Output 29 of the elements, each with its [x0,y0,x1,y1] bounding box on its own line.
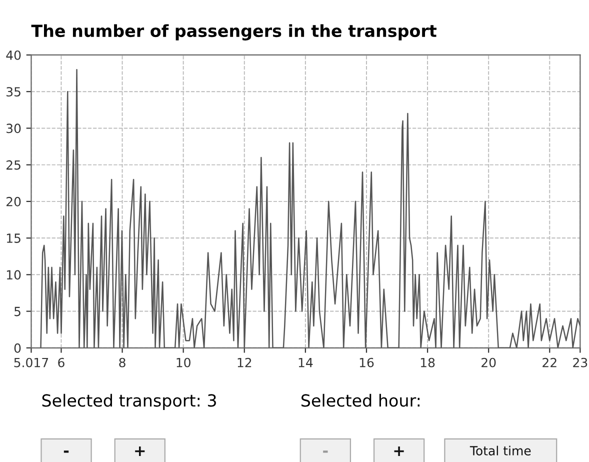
y-tick-label: 15 [6,234,20,243]
y-tick-label: 25 [6,160,20,170]
x-tick-label: 6 [58,358,64,368]
y-tick-label: 40 [6,50,21,60]
x-tick-label: 8 [119,358,126,368]
text: Selected hour: [301,394,420,407]
x-tick-label: 23 [573,358,588,368]
y-tick-label: 20 [6,196,21,206]
text: + [394,446,404,456]
x-tick-label: 20 [482,358,496,368]
x-tick-label: 16 [360,358,374,368]
line-series [40,69,580,348]
x-tick-label: 5.017 [14,358,48,368]
x-tick-label: 12 [238,358,252,368]
y-tick-label: 10 [6,270,21,280]
text: + [135,446,145,456]
x-tick-label: 10 [176,358,190,368]
x-tick-label: 22 [542,358,556,368]
text: Total time [470,446,531,456]
y-tick-label: 35 [6,87,20,97]
chart-title: The number of passengers in the transport [31,24,436,40]
x-tick-label: 18 [420,358,435,368]
text: - [64,450,69,453]
x-tick-label: 14 [298,358,313,368]
text: Selected transport: 3 [42,394,216,410]
y-tick-label: 5 [14,306,20,316]
text: - [323,450,328,453]
y-tick-label: 30 [6,124,21,134]
y-tick-label: 0 [14,343,21,353]
